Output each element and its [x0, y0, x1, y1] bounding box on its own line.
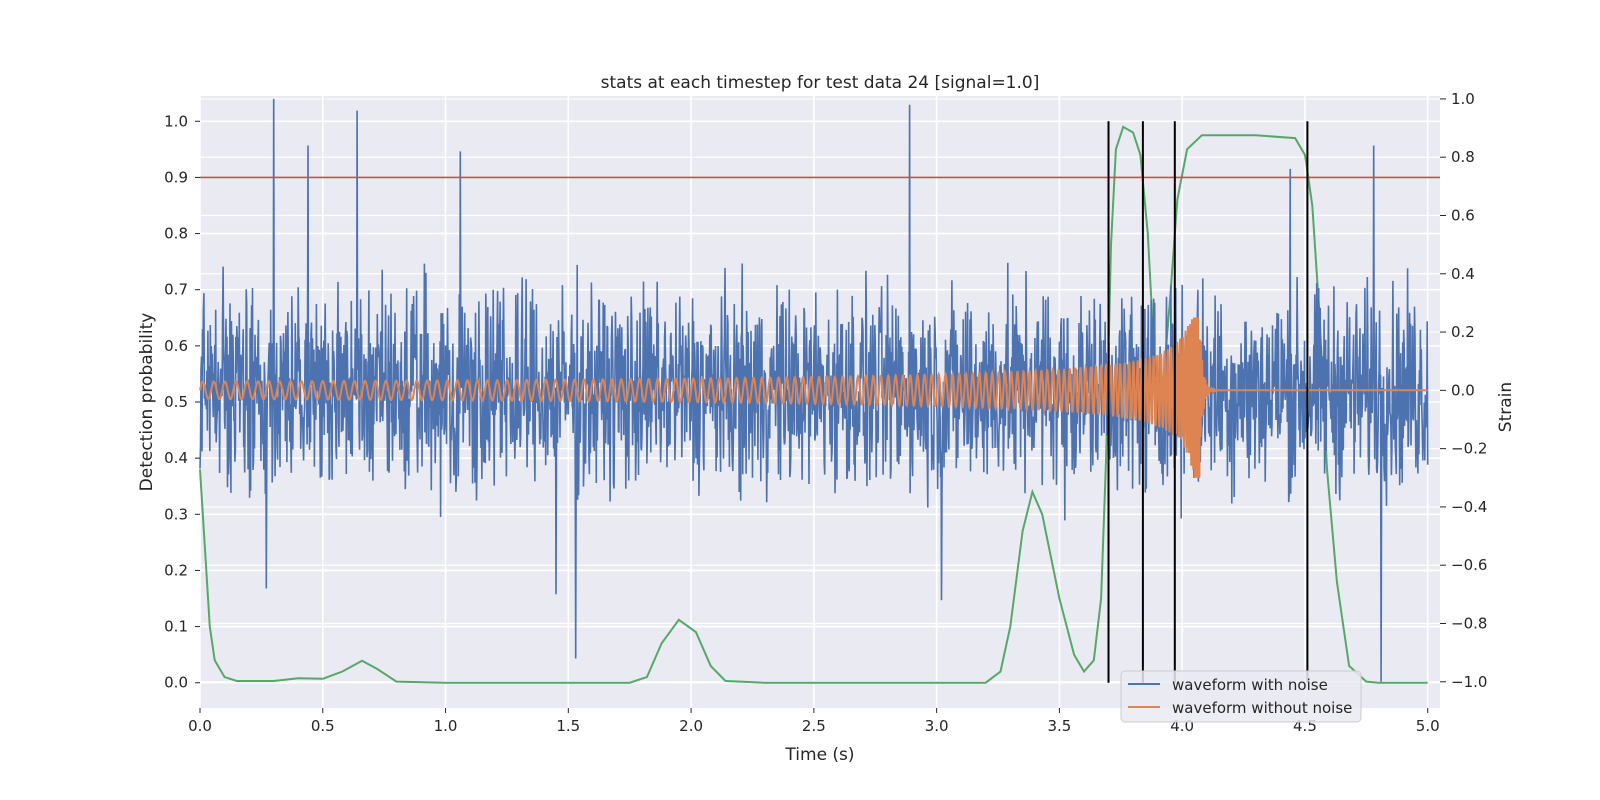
y-right-tick-label-10: 1.0: [1451, 90, 1475, 108]
legend-label-clean: waveform without noise: [1172, 699, 1352, 717]
x-tick-label-5: 2.5: [802, 717, 826, 735]
x-tick-label-7: 3.5: [1047, 717, 1071, 735]
y-tick-label-4: 0.4: [164, 449, 188, 467]
x-tick-label-2: 1.0: [434, 717, 458, 735]
y-tick-label-8: 0.8: [164, 225, 188, 243]
clean-waveform-line: [199, 317, 1428, 478]
y-tick-label-9: 0.9: [164, 168, 188, 186]
x-axis-label: Time (s): [784, 745, 854, 765]
legend-box: [1120, 670, 1362, 723]
y-right-tick-label-2: −0.6: [1451, 556, 1487, 574]
y-tick-label-3: 0.3: [164, 505, 188, 523]
y-axis-right-label: Strain: [1496, 382, 1516, 432]
y-tick-label-6: 0.6: [164, 337, 188, 355]
x-tick-label-10: 5.0: [1416, 717, 1440, 735]
y-tick-label-1: 0.1: [164, 618, 188, 636]
y-right-tick-label-6: 0.2: [1451, 323, 1475, 341]
chart-title: stats at each timestep for test data 24 …: [601, 73, 1040, 93]
y-right-tick-label-0: −1.0: [1451, 673, 1487, 691]
detection-probability-line: [199, 125, 1428, 684]
x-tick-label-6: 3.0: [925, 717, 949, 735]
y-tick-label-2: 0.2: [164, 561, 188, 579]
y-right-tick-label-5: 0.0: [1451, 381, 1475, 399]
legend: waveform with noise waveform without noi…: [1120, 670, 1362, 723]
noisy-waveform-layer: [199, 98, 1429, 682]
y-right-tick-label-8: 0.6: [1451, 206, 1475, 224]
x-tick-label-4: 2.0: [679, 717, 703, 735]
clean-waveform-layer: [199, 317, 1428, 478]
x-tick-label-1: 0.5: [311, 717, 335, 735]
y-tick-label-7: 0.7: [164, 281, 188, 299]
x-tick-label-3: 1.5: [556, 717, 580, 735]
y-right-tick-label-9: 0.8: [1451, 148, 1475, 166]
y-right-tick-label-7: 0.4: [1451, 265, 1475, 283]
axes: 0.0 0.5 1.0 1.5 2.0 2.5 3.0 3.5 4.0 4.5 5.00.00.10…: [164, 90, 1487, 735]
markers-layer: [200, 121, 1440, 683]
x-tick-label-0: 0.0: [188, 717, 212, 735]
y-right-tick-label-4: −0.2: [1451, 440, 1487, 458]
detection-probability-layer: [199, 125, 1428, 684]
y-tick-label-0: 0.0: [164, 674, 188, 692]
y-axis-label: Detection probability: [137, 313, 157, 492]
y-right-tick-label-1: −0.8: [1451, 614, 1487, 632]
noisy-waveform-line: [199, 98, 1429, 682]
legend-label-noise: waveform with noise: [1172, 676, 1328, 694]
y-tick-label-5: 0.5: [164, 393, 188, 411]
y-right-tick-label-3: −0.4: [1451, 498, 1487, 516]
y-tick-label-10: 1.0: [164, 112, 188, 130]
